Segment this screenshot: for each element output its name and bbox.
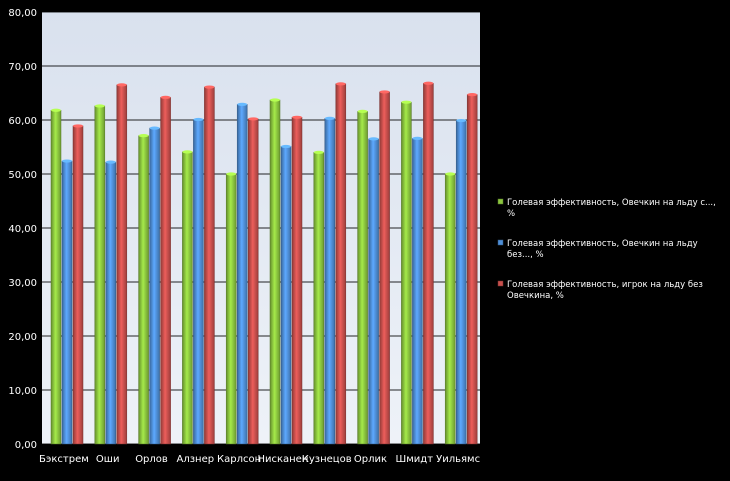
y-tick-label: 40,00 [8, 224, 37, 235]
bar-cap [73, 124, 83, 128]
bar [313, 152, 325, 445]
bar [138, 135, 149, 445]
y-tick-label: 20,00 [8, 332, 37, 343]
bar-cap [193, 117, 204, 122]
bar [335, 83, 347, 445]
y-tick-label: 10,00 [8, 386, 37, 397]
bar-cap [368, 137, 379, 141]
bar-cap [160, 95, 171, 99]
bar [247, 118, 259, 445]
y-axis-ticks: 0,00 10,00 20,00 30,00 40,00 50,00 60,00 70,00 8… [8, 8, 37, 451]
bar [280, 146, 292, 445]
bar [236, 104, 248, 445]
bar-cap [281, 144, 291, 149]
bar [412, 138, 423, 445]
legend-swatch [497, 239, 504, 246]
y-tick-label: 80,00 [8, 8, 37, 19]
x-tick-label: Орлов [135, 454, 168, 465]
bar [182, 151, 193, 445]
x-tick-label: Нисканен [257, 454, 308, 465]
bar-cap [62, 159, 72, 163]
bar [149, 127, 160, 445]
bar-cap [138, 134, 149, 138]
legend-label: Голевая эффективность, Овечкин на льду с… [507, 198, 716, 219]
bar [94, 105, 106, 445]
bar-cap [324, 116, 335, 120]
legend-label: Голевая эффективность, игрок на льду без… [507, 280, 703, 301]
y-tick-label: 70,00 [8, 62, 37, 73]
y-tick-label: 30,00 [8, 278, 37, 289]
bar-cap [51, 108, 61, 112]
x-tick-label: Карлсон [217, 454, 261, 465]
bar [160, 97, 171, 445]
bar [368, 138, 379, 445]
bar-cap [237, 102, 248, 106]
bar-cap [467, 93, 478, 97]
bar [269, 99, 281, 445]
bar-cap [105, 160, 116, 164]
bar-cap [149, 126, 160, 130]
bar [423, 83, 434, 445]
bar-cap [292, 115, 302, 119]
bar-cap [270, 98, 280, 102]
bar-cap [204, 85, 215, 89]
bar [455, 120, 467, 445]
bar [291, 117, 303, 445]
bar [357, 111, 368, 445]
bar [72, 125, 84, 445]
legend-swatch [497, 198, 504, 205]
bar-cap [456, 118, 467, 123]
bar [444, 173, 456, 445]
bar-cap [182, 150, 193, 154]
legend-swatch [497, 280, 504, 287]
bar-cap [226, 172, 237, 176]
bar-cap [401, 100, 412, 104]
bar [193, 119, 204, 445]
bar [401, 101, 412, 445]
bar [466, 94, 478, 445]
bar-cap [412, 136, 423, 140]
bars [50, 81, 478, 445]
y-tick-label: 60,00 [8, 116, 37, 127]
x-tick-label: Шмидт [396, 454, 434, 465]
bar [204, 86, 215, 445]
legend-label: Голевая эффективность, Овечкин на льду бе… [507, 239, 698, 260]
x-tick-label: Уильямс [436, 454, 480, 465]
bar [225, 173, 237, 445]
bar-cap [335, 82, 346, 86]
bar [61, 160, 73, 445]
y-tick-label: 50,00 [8, 170, 37, 181]
legend: Голевая эффективность, Овечкин на льду с… [497, 198, 716, 301]
y-tick-label: 0,00 [15, 440, 37, 451]
bar-cap [357, 109, 368, 113]
x-tick-label: Кузнецов [302, 454, 352, 465]
bar-cap [248, 117, 259, 121]
bar [379, 91, 390, 445]
bar-cap [445, 172, 456, 176]
x-tick-label: Бэкстрем [39, 454, 89, 465]
x-tick-label: Оши [96, 454, 120, 465]
x-tick-label: Алзнер [177, 454, 215, 465]
bar [116, 84, 128, 445]
bar-cap [116, 83, 127, 87]
bar [105, 161, 117, 445]
bar-cap [423, 81, 434, 85]
bar [50, 110, 62, 445]
x-tick-label: Орлик [354, 454, 387, 465]
bar-cap [379, 90, 390, 94]
x-axis-ticks: Бэкстрем Оши Орлов Алзнер КарлсонНисканенКуз… [39, 454, 480, 465]
bar [324, 118, 336, 445]
bar-cap [94, 104, 105, 108]
bar-cap [313, 150, 324, 154]
